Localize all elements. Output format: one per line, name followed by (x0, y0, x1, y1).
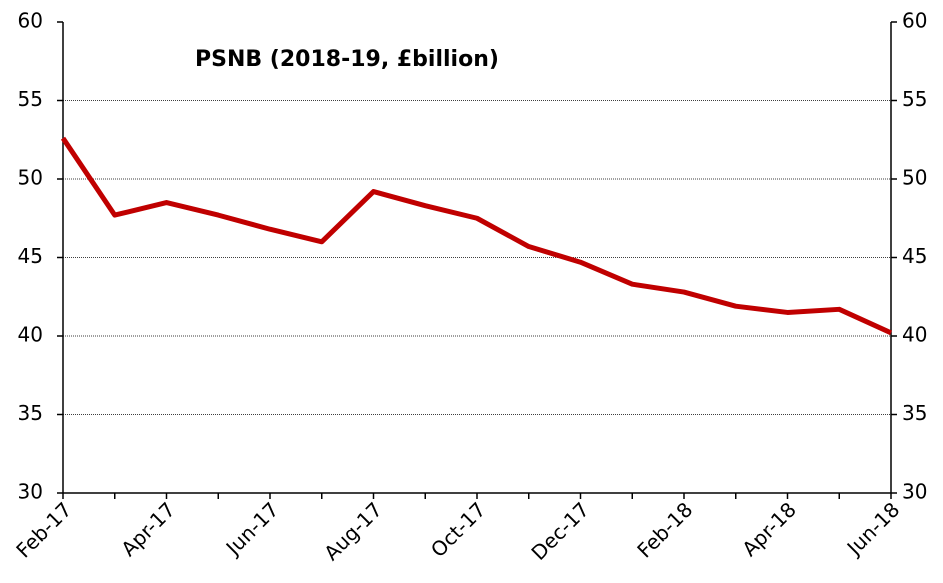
y-tick-label: 35 (18, 401, 43, 425)
data-line (60, 136, 893, 336)
y2-tick-label: 55 (902, 87, 927, 111)
y-tick-label: 45 (18, 244, 43, 268)
x-tick-label: Jun-18 (841, 497, 905, 561)
y2-tick-label: 35 (902, 401, 927, 425)
x-tick-label: Aug-17 (319, 497, 387, 565)
x-tick-label: Apr-18 (737, 497, 801, 561)
chart-title: PSNB (2018-19, £billion) (195, 47, 499, 72)
y-tick-label: 30 (18, 480, 43, 504)
y-tick-label: 55 (18, 87, 43, 111)
y-tick-label: 50 (18, 166, 43, 190)
y-tick-label: 40 (18, 323, 43, 347)
x-tick-label: Dec-17 (526, 497, 593, 564)
y2-tick-label: 50 (902, 166, 927, 190)
x-tick-label: Feb-18 (632, 497, 697, 562)
x-tick-label: Apr-17 (116, 497, 180, 561)
y-tick-label: 60 (18, 9, 43, 33)
x-tick-label: Jun-17 (220, 497, 284, 561)
y2-tick-label: 30 (902, 480, 927, 504)
x-tick-label: Oct-17 (426, 497, 491, 562)
y2-tick-label: 40 (902, 323, 927, 347)
x-tick-label: Feb-17 (11, 497, 76, 562)
y2-tick-label: 45 (902, 244, 927, 268)
y2-tick-label: 60 (902, 9, 927, 33)
